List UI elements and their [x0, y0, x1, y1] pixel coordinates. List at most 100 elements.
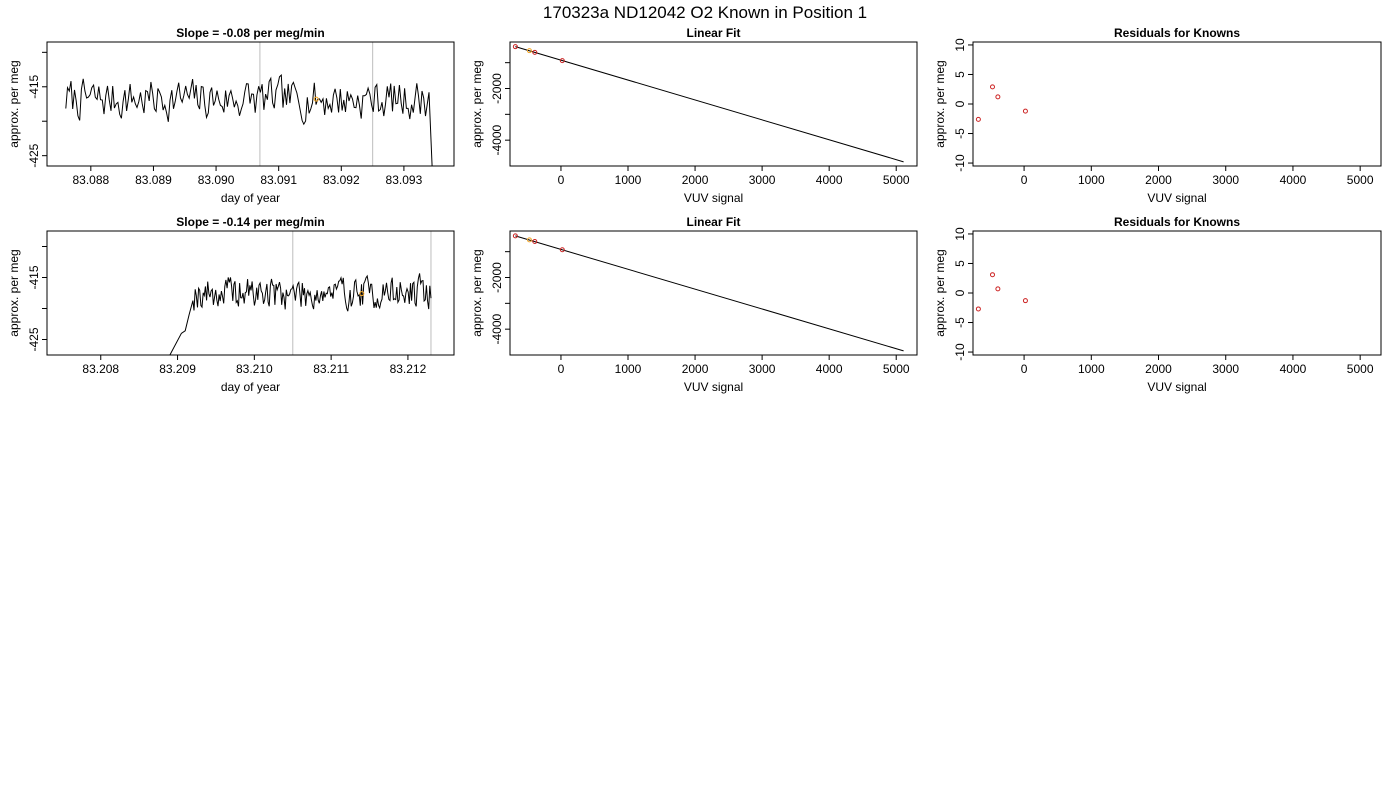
x-tick-label: 83.090 [198, 173, 235, 187]
data-point [989, 272, 995, 278]
panel-title: Linear Fit [686, 26, 740, 40]
y-tick-label: 5 [953, 71, 967, 78]
x-tick-label: 0 [558, 362, 565, 376]
panel-title: Slope = -0.08 per meg/min [176, 26, 324, 40]
x-tick-label: 1000 [615, 173, 642, 187]
data-point [532, 49, 538, 55]
y-tick-label: -425 [27, 143, 41, 167]
y-tick-label: 10 [953, 227, 967, 241]
x-tick-label: 4000 [1280, 173, 1307, 187]
x-axis-label: day of year [221, 191, 280, 205]
x-tick-label: 0 [1021, 173, 1028, 187]
y-tick-label: -4000 [490, 314, 504, 345]
figure-title: 170323a ND12042 O2 Known in Position 1 [543, 3, 867, 22]
y-tick-label: 10 [953, 38, 967, 52]
x-tick-label: 83.093 [386, 173, 423, 187]
data-point [526, 237, 532, 243]
x-tick-label: 5000 [1347, 362, 1374, 376]
data-point [512, 233, 518, 239]
x-tick-label: 1000 [1078, 173, 1105, 187]
trace-line [65, 73, 433, 166]
x-tick-label: 0 [1021, 362, 1028, 376]
plot-frame [509, 230, 918, 356]
plot-area [65, 42, 433, 166]
y-axis-label: approx. per meg [470, 249, 484, 336]
data-point [512, 44, 518, 50]
x-tick-label: 83.209 [159, 362, 196, 376]
data-point [989, 84, 995, 90]
trace-line [47, 273, 432, 355]
y-tick-label: 0 [953, 100, 967, 107]
plot-area [47, 231, 432, 355]
plot-area [975, 272, 1028, 312]
x-tick-label: 5000 [883, 362, 910, 376]
x-tick-label: 2000 [1145, 362, 1172, 376]
panel-title: Slope = -0.14 per meg/min [176, 215, 324, 229]
x-tick-label: 3000 [1212, 362, 1239, 376]
x-tick-label: 1000 [1078, 362, 1105, 376]
panel-6: 0 1000 2000 3000 4000 5000 10 5 0 -5 -10 Residuals … [933, 215, 1382, 394]
x-tick-label: 3000 [1212, 173, 1239, 187]
y-tick-label: -5 [953, 317, 967, 328]
x-tick-label: 4000 [816, 362, 843, 376]
x-tick-label: 3000 [749, 362, 776, 376]
x-tick-label: 83.212 [390, 362, 427, 376]
data-point [975, 306, 981, 312]
data-point [995, 286, 1001, 292]
x-tick-label: 83.092 [323, 173, 360, 187]
y-tick-label: -425 [27, 327, 41, 351]
y-axis-label: approx. per meg [7, 249, 21, 336]
x-tick-label: 5000 [1347, 173, 1374, 187]
plot-frame [509, 41, 918, 167]
fit-line [515, 46, 904, 163]
panel-title: Residuals for Knowns [1114, 26, 1240, 40]
data-point [1022, 108, 1028, 114]
y-tick-label: -4000 [490, 125, 504, 156]
plot-area [512, 44, 904, 163]
data-point [559, 58, 565, 64]
x-tick-label: 5000 [883, 173, 910, 187]
y-axis-label: approx. per meg [7, 60, 21, 147]
x-tick-label: 83.210 [236, 362, 273, 376]
highlight-point [313, 96, 319, 102]
plot-area [512, 233, 904, 352]
panel-3: 0 1000 2000 3000 4000 5000 10 5 0 -5 -10 Residuals … [933, 26, 1382, 205]
x-axis-label: VUV signal [1147, 380, 1206, 394]
x-tick-label: 2000 [682, 362, 709, 376]
x-tick-label: 0 [558, 173, 565, 187]
y-tick-label: -2000 [490, 262, 504, 293]
x-tick-label: 83.208 [82, 362, 119, 376]
panel-4: 83.208 83.209 83.210 83.211 83.212 -415 -425 Sl… [7, 215, 455, 394]
x-tick-label: 2000 [1145, 173, 1172, 187]
y-tick-label: -10 [953, 154, 967, 172]
panel-1: 83.088 83.089 83.090 83.091 83.092 83.093 -415… [7, 26, 455, 205]
panel-title: Linear Fit [686, 215, 740, 229]
y-tick-label: -2000 [490, 73, 504, 104]
data-point [532, 238, 538, 244]
x-tick-label: 83.088 [72, 173, 109, 187]
y-axis-label: approx. per meg [933, 249, 947, 336]
data-point [559, 247, 565, 253]
data-point [995, 94, 1001, 100]
x-tick-label: 83.089 [135, 173, 172, 187]
panel-title: Residuals for Knowns [1114, 215, 1240, 229]
x-tick-label: 4000 [816, 173, 843, 187]
x-tick-label: 1000 [615, 362, 642, 376]
y-axis-label: approx. per meg [470, 60, 484, 147]
x-tick-label: 4000 [1280, 362, 1307, 376]
fit-line [515, 235, 904, 352]
panel-grid: 83.088 83.089 83.090 83.091 83.092 83.093 -415… [7, 26, 1382, 394]
plot-area [975, 84, 1028, 122]
highlight-point [359, 291, 365, 297]
x-tick-label: 83.211 [313, 362, 349, 376]
y-tick-label: -5 [953, 128, 967, 139]
panel-5: 0 1000 2000 3000 4000 5000 -2000 -4000 Linear Fi… [470, 215, 918, 394]
x-axis-label: VUV signal [684, 191, 743, 205]
data-point [1022, 298, 1028, 304]
plot-frame [972, 230, 1382, 356]
data-point [975, 116, 981, 122]
panel-2: 0 1000 2000 3000 4000 5000 -2000 -4000 Linear Fi… [470, 26, 918, 205]
plot-frame [46, 230, 455, 356]
y-axis-label: approx. per meg [933, 60, 947, 147]
